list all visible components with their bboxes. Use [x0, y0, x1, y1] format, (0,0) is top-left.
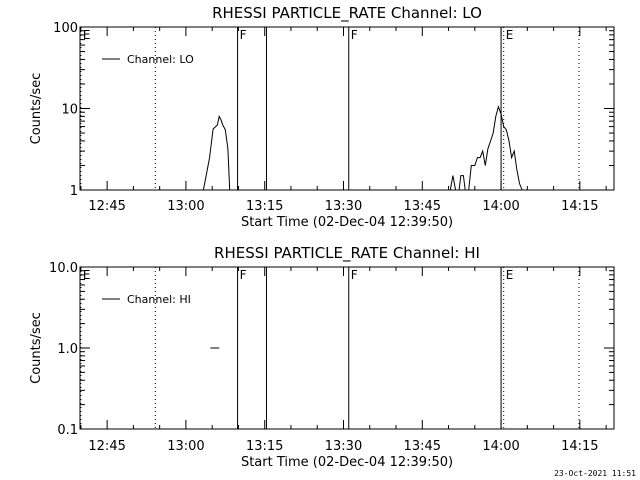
plot-frame	[79, 26, 615, 191]
series-line	[468, 105, 523, 191]
y-tick-label: 1.0	[57, 342, 78, 357]
marker-label: E	[83, 268, 91, 282]
marker-label: F	[240, 268, 247, 282]
y-tick-label: 0.1	[57, 423, 78, 438]
chart-title: RHESSI PARTICLE_RATE Channel: HI	[214, 244, 480, 263]
x-tick-label: 14:00	[482, 199, 519, 214]
y-axis-label: Counts/sec	[29, 73, 44, 145]
marker-label: F	[351, 268, 358, 282]
plot-timestamp: 23-Oct-2021 11:51	[554, 469, 636, 478]
y-tick-label: 10	[61, 103, 78, 118]
x-tick-label: 13:45	[404, 439, 441, 454]
y-tick-label: 10.0	[49, 261, 78, 276]
marker-label: E	[83, 28, 91, 42]
legend-label: Channel: HI	[127, 293, 191, 306]
x-tick-label: 13:30	[325, 199, 362, 214]
legend-label: Channel: LO	[127, 53, 194, 66]
x-tick-label: 13:45	[404, 199, 441, 214]
x-tick-label: 13:15	[246, 199, 283, 214]
plot-frame	[79, 266, 615, 430]
series-line	[458, 175, 466, 191]
x-tick-label: 13:00	[167, 439, 204, 454]
x-tick-label: 13:00	[167, 199, 204, 214]
x-axis-label: Start Time (02-Dec-04 12:39:50)	[241, 455, 453, 470]
x-tick-label: 14:15	[561, 439, 598, 454]
series-line	[202, 114, 231, 191]
marker-label: E	[506, 28, 514, 42]
marker-label: F	[351, 28, 358, 42]
x-tick-label: 12:45	[88, 439, 125, 454]
series-line	[449, 175, 457, 191]
chart-title: RHESSI PARTICLE_RATE Channel: LO	[212, 4, 482, 23]
y-axis-label: Counts/sec	[29, 312, 44, 384]
x-tick-label: 14:00	[482, 439, 519, 454]
marker-label: F	[240, 28, 247, 42]
x-tick-label: 13:15	[246, 439, 283, 454]
y-tick-label: 100	[53, 21, 78, 36]
x-tick-label: 13:30	[325, 439, 362, 454]
x-tick-label: 12:45	[88, 199, 125, 214]
x-axis-label: Start Time (02-Dec-04 12:39:50)	[241, 215, 453, 230]
x-tick-label: 14:15	[561, 199, 598, 214]
y-tick-label: 1	[70, 184, 78, 199]
marker-label: E	[506, 268, 514, 282]
